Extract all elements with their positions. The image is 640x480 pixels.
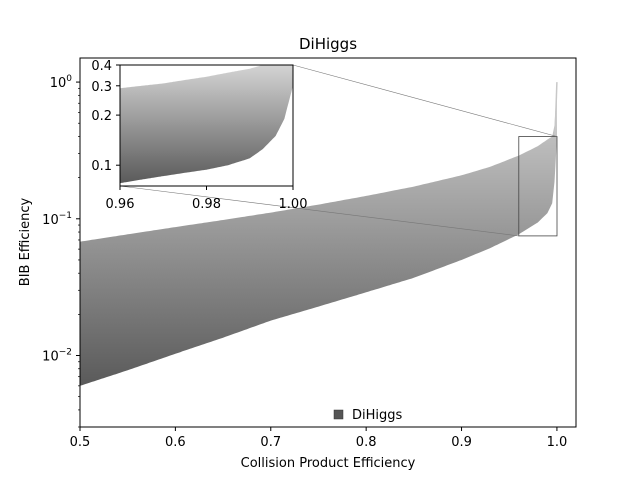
- zoom-connector-line: [292, 64, 557, 137]
- main-plot-frame: [79, 57, 577, 428]
- inset-y-tick-label: 0.3: [91, 80, 112, 95]
- chart-title: DiHiggs: [299, 35, 357, 53]
- x-tick-label: 0.8: [356, 435, 377, 450]
- main-plot-area: 0.5 0.6 0.7 0.8 0.9 1.0 10−2 10−1 100: [42, 57, 577, 450]
- y-tick-label: 10−1: [42, 211, 72, 228]
- inset-x-axis: 0.96 0.98 1.00: [106, 186, 308, 212]
- y-tick-label: 100: [50, 74, 73, 91]
- x-tick-label: 0.9: [451, 435, 472, 450]
- legend-entry-dihiggs: DiHiggs: [352, 408, 403, 423]
- legend: DiHiggs: [333, 408, 403, 423]
- x-tick-label: 0.5: [70, 435, 91, 450]
- x-axis-label: Collision Product Efficiency: [241, 456, 416, 471]
- inset-y-tick-label: 0.2: [91, 109, 112, 124]
- x-axis: 0.5 0.6 0.7 0.8 0.9 1.0: [70, 427, 568, 450]
- y-axis-minor-ticks: [78, 87, 80, 428]
- inset-y-tick-label: 0.4: [91, 59, 112, 74]
- inset-y-axis: 0.1 0.2 0.3 0.4: [91, 59, 120, 174]
- inset-x-tick-label: 0.96: [106, 197, 135, 212]
- x-tick-label: 1.0: [547, 435, 568, 450]
- x-tick-label: 0.6: [165, 435, 186, 450]
- series-band-dihiggs: [80, 82, 557, 386]
- y-axis: 10−2 10−1 100: [42, 74, 80, 365]
- inset-x-tick-label: 1.00: [279, 197, 308, 212]
- zoom-connector-line: [119, 185, 519, 237]
- zoom-region-box: [518, 136, 558, 237]
- inset-plot-area: 0.96 0.98 1.00 0.1 0.2 0.3 0.4: [91, 59, 307, 212]
- legend-swatch-dihiggs: [333, 409, 344, 420]
- inset-x-tick-label: 0.98: [192, 197, 221, 212]
- y-axis-label: BIB Efficiency: [18, 197, 33, 286]
- y-tick-label: 10−2: [42, 348, 72, 365]
- inset-y-tick-label: 0.1: [91, 159, 112, 174]
- series-spike-dihiggs: [554, 82, 558, 137]
- x-tick-label: 0.7: [260, 435, 281, 450]
- inset-series-band-dihiggs: [120, 65, 293, 184]
